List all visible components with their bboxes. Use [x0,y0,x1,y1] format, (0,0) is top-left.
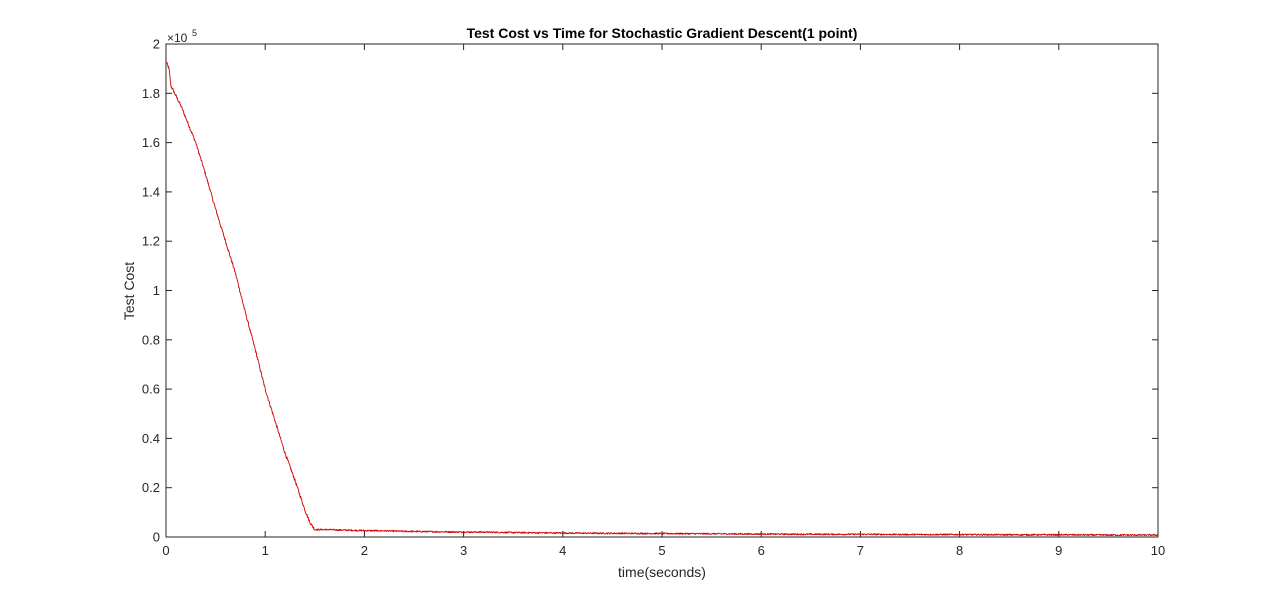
x-tick-label: 0 [162,543,169,558]
series-line [165,60,1159,537]
x-tick-label: 7 [857,543,864,558]
x-tick-label: 6 [758,543,765,558]
x-tick-label: 4 [559,543,566,558]
x-tick-label: 8 [956,543,963,558]
y-tick-label: 1.4 [142,184,160,199]
x-tick-label: 1 [262,543,269,558]
x-tick-label: 3 [460,543,467,558]
plot-area [165,43,1159,538]
y-tick-label: 0.6 [142,382,160,397]
x-tick-label: 5 [658,543,665,558]
y-tick-label: 1 [153,283,160,298]
series-layer [165,60,1159,537]
x-tick-label: 10 [1151,543,1165,558]
x-tick-label: 9 [1055,543,1062,558]
y-exponent-power: 5 [192,28,197,38]
y-tick-label: 0.4 [142,431,160,446]
y-tick-label: 0.8 [142,332,160,347]
y-exponent-base: ×10 [167,31,188,45]
y-tick-label: 1.6 [142,135,160,150]
y-tick-label: 0.2 [142,480,160,495]
x-axis-label: time(seconds) [618,564,706,580]
chart-title: Test Cost vs Time for Stochastic Gradien… [467,25,858,41]
y-tick-labels: 0 0.2 0.4 0.6 0.8 1 1.2 1.4 1.6 1.8 2 [142,37,160,545]
y-tick-label: 1.2 [142,234,160,249]
y-tick-label: 1.8 [142,86,160,101]
x-tick-labels: 0 1 2 3 4 5 6 7 8 9 10 [162,543,1165,558]
x-tick-label: 2 [361,543,368,558]
y-tick-label: 0 [153,530,160,545]
y-axis-label: Test Cost [121,262,137,320]
y-tick-label: 2 [153,37,160,52]
